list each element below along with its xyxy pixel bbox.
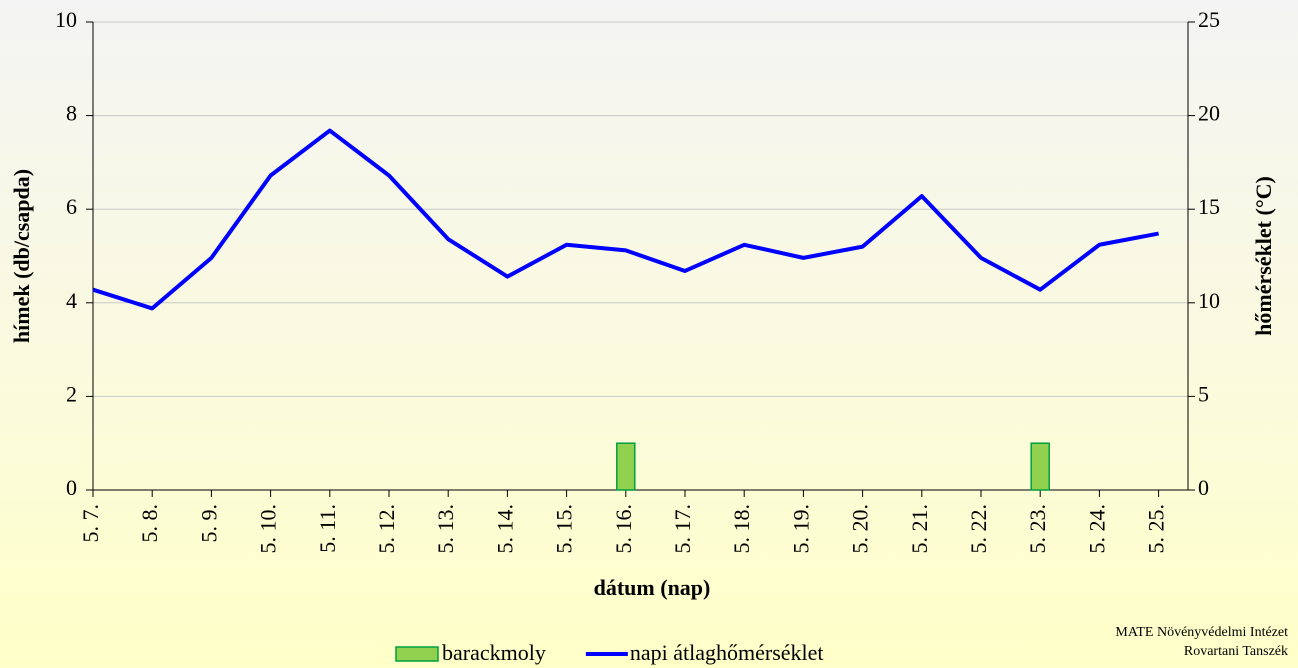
y2-tick-label: 15 [1198,194,1220,219]
source: Rovartani Tanszék [1184,644,1288,659]
legend-label: barackmoly [442,640,546,665]
y2-tick-label: 5 [1198,381,1209,406]
x-tick-label: 5. 18. [729,504,754,554]
x-tick-label: 5. 13. [433,504,458,554]
y-axis-label: hímek (db/csapda) [9,169,34,343]
line [92,128,1159,311]
y2-tick-label: 20 [1198,101,1220,126]
y2-tick-label: 0 [1198,475,1209,500]
y-tick-label: 10 [55,7,77,32]
x-tick-label: 5. 16. [611,504,636,554]
source: MATE Növényvédelmi Intézet [1115,625,1288,640]
y-tick-label: 4 [66,288,77,313]
x-tick-label: 5. 22. [966,504,991,554]
x-tick-label: 5. 20. [848,504,873,554]
x-tick-label: 5. 25. [1144,504,1169,554]
y-tick-label: 2 [66,381,77,406]
x-tick-label: 5. 10. [256,504,281,554]
x-tick-label: 5. 19. [788,504,813,554]
x-tick-label: 5. 17. [670,504,695,554]
x-tick-label: 5. 21. [907,504,932,554]
x-tick-label: 5. 9. [196,504,221,543]
y-tick-label: 6 [66,194,77,219]
bar [616,442,636,491]
x-tick-label: 5. 23. [1025,504,1050,554]
bar [1030,442,1050,491]
x-tick-label: 5. 15. [552,504,577,554]
y-tick-label: 8 [66,101,77,126]
x-tick-label: 5. 12. [374,504,399,554]
y2-tick-label: 10 [1198,288,1220,313]
legend-swatch [395,646,439,662]
x-axis-label: dátum (nap) [594,575,711,600]
y2-tick-label: 25 [1198,7,1220,32]
x-tick-label: 5. 11. [315,504,340,553]
x-tick-label: 5. 24. [1084,504,1109,554]
y-tick-label: 0 [66,475,77,500]
legend-label: napi átlaghőmérséklet [630,640,824,665]
x-tick-label: 5. 8. [137,504,162,543]
y2-axis-label: hőmérséklet (°C) [1251,176,1276,336]
x-tick-label: 5. 14. [492,504,517,554]
x-tick-label: 5. 7. [78,504,103,543]
